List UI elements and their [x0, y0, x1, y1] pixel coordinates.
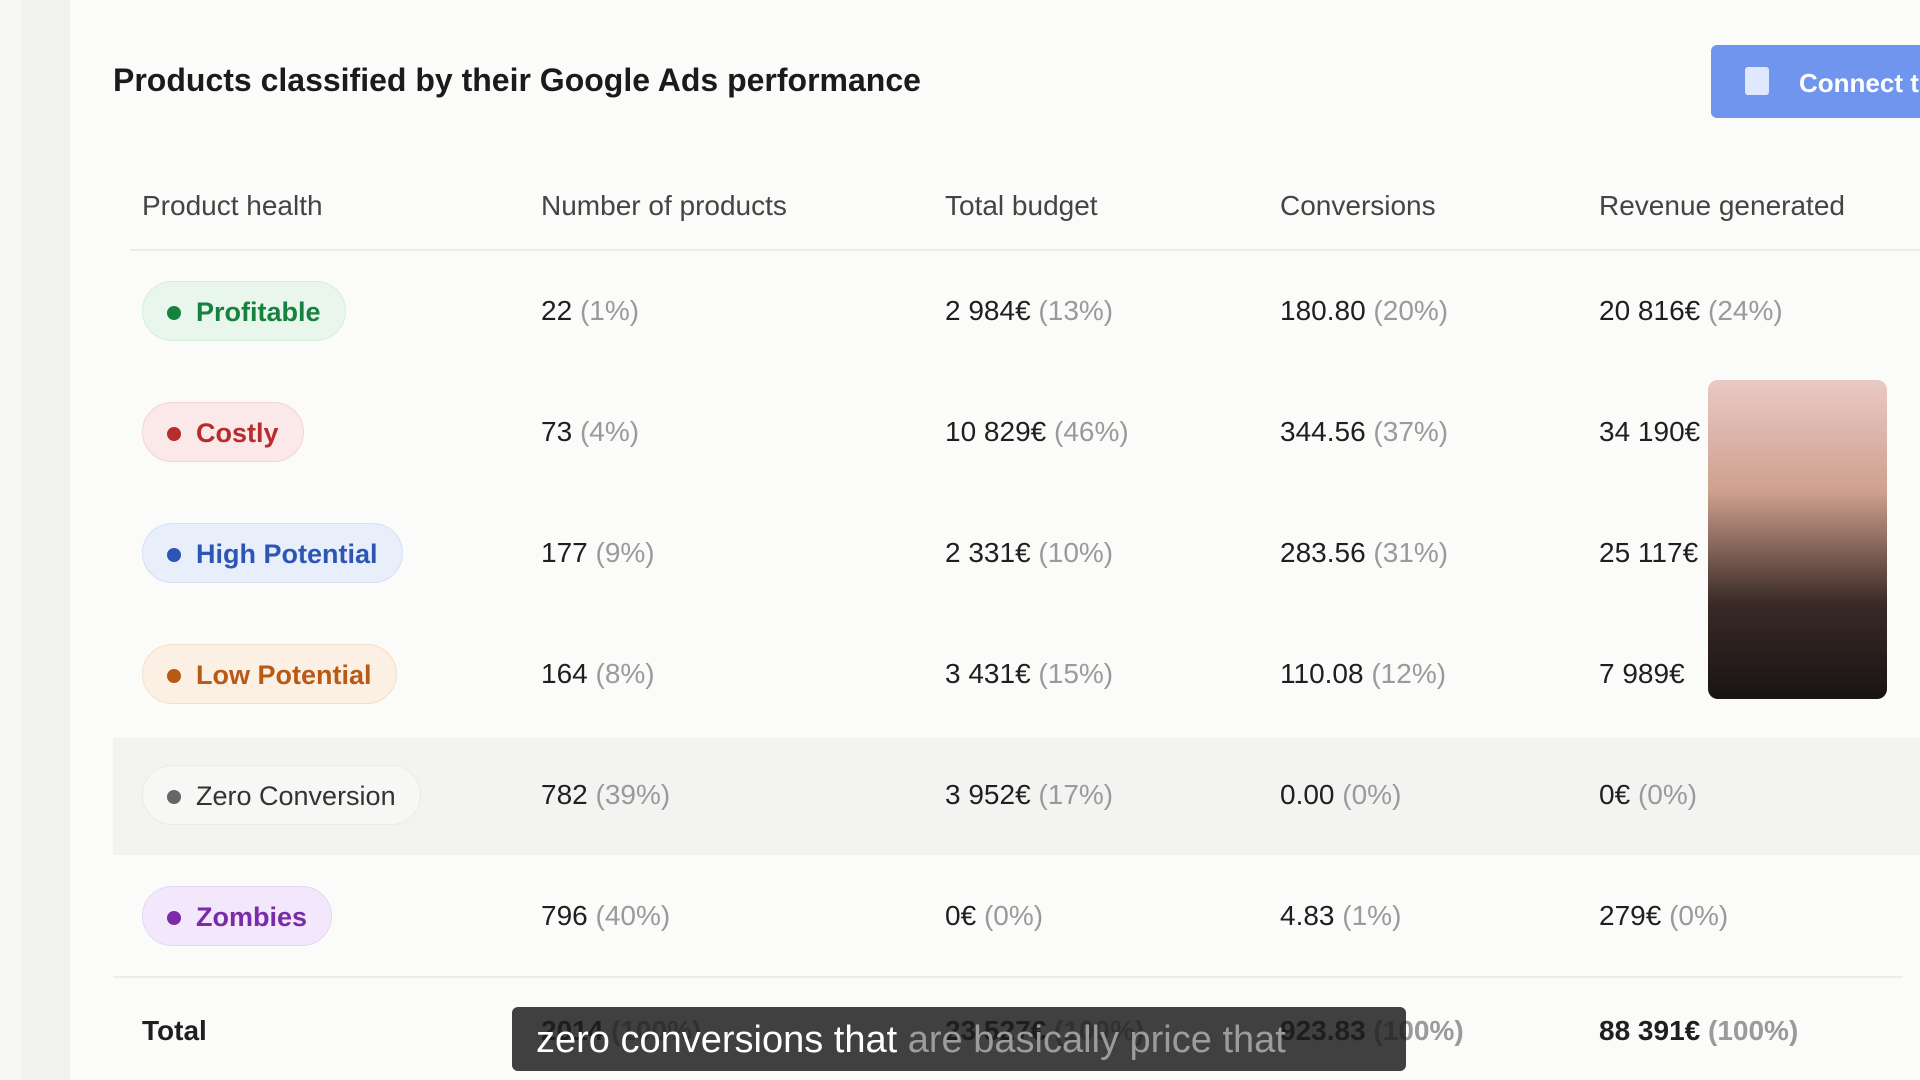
table-cell: 279€ (0%)	[1599, 900, 1728, 932]
cell-value: 25 117€	[1599, 537, 1699, 568]
cell-percent: (13%)	[1038, 295, 1114, 326]
cell-percent: (37%)	[1373, 416, 1449, 447]
cell-percent: (4%)	[579, 416, 640, 447]
cell-percent: (0%)	[1669, 900, 1729, 931]
cell-percent: (17%)	[1038, 779, 1114, 810]
table-cell: 110.08 (12%)	[1280, 658, 1446, 690]
cell-value: 7 989€	[1599, 658, 1685, 689]
table-cell: 3 431€ (15%)	[945, 658, 1113, 690]
cell-value: 3 952€	[945, 779, 1031, 810]
table-cell: 283.56 (31%)	[1280, 537, 1448, 569]
cell-value: 34 190€	[1599, 416, 1701, 447]
health-badge[interactable]: Profitable	[142, 281, 346, 341]
column-header: Conversions	[1280, 190, 1436, 221]
cell-percent: (1%)	[579, 295, 640, 326]
health-badge[interactable]: Low Potential	[142, 644, 397, 704]
cell-percent: (10%)	[1038, 537, 1114, 568]
table-cell: 25 117€	[1599, 537, 1698, 569]
cell-value: 4.83	[1280, 900, 1335, 931]
cell-value: 2 331€	[945, 537, 1031, 568]
cell-value: 73	[541, 416, 573, 447]
table-cell: 0€ (0%)	[1599, 779, 1697, 811]
health-badge[interactable]: Costly	[142, 402, 304, 462]
column-header: Revenue generated	[1599, 190, 1845, 221]
table-cell: 34 190€	[1599, 416, 1700, 448]
subtitle: zero conversions that are basically pric…	[512, 1007, 1406, 1071]
cell-value: 283.56	[1280, 537, 1366, 568]
button-label: Connect t	[1799, 68, 1919, 98]
table-cell: 2 331€ (10%)	[945, 537, 1113, 569]
column-header: Product health	[142, 190, 323, 221]
table-cell: 88 391€ (100%)	[1599, 1015, 1798, 1047]
cell-percent: (15%)	[1038, 658, 1114, 689]
total-divider	[113, 976, 1903, 978]
cell-percent: (8%)	[595, 658, 655, 689]
cell-value: 110.08	[1280, 658, 1364, 689]
table-cell: 10 829€ (46%)	[945, 416, 1129, 448]
table-cell: 3 952€ (17%)	[945, 779, 1113, 811]
cell-percent: (12%)	[1371, 658, 1447, 689]
table-cell: 22 (1%)	[541, 295, 639, 327]
cell-value: 10 829€	[945, 416, 1047, 447]
cell-percent: (0%)	[1637, 779, 1698, 810]
table-cell: 20 816€ (24%)	[1599, 295, 1783, 327]
cell-value: 0€	[945, 900, 977, 931]
subtitle-upcoming: are basically price that	[907, 1019, 1286, 1061]
cell-value: 20 816€	[1599, 295, 1701, 326]
cell-value: 279€	[1599, 900, 1662, 931]
table-cell: 782 (39%)	[541, 779, 670, 811]
cell-value: 177	[541, 537, 588, 568]
subtitle-spoken: zero conversions that	[536, 1019, 898, 1061]
cell-percent: (1%)	[1342, 900, 1402, 931]
table-cell: 4.83 (1%)	[1280, 900, 1401, 932]
table-cell: 344.56 (37%)	[1280, 416, 1448, 448]
cell-value: 796	[541, 900, 588, 931]
cell-value: 2 984€	[945, 295, 1031, 326]
cell-percent: (31%)	[1373, 537, 1449, 568]
cell-value: 344.56	[1280, 416, 1366, 447]
cell-value: 0.00	[1280, 779, 1335, 810]
button-icon	[1745, 67, 1769, 95]
cell-value: 164	[541, 658, 588, 689]
table-cell: 73 (4%)	[541, 416, 639, 448]
table-cell: 2 984€ (13%)	[945, 295, 1113, 327]
table-cell: 0.00 (0%)	[1280, 779, 1401, 811]
cell-value: 180.80	[1280, 295, 1366, 326]
table-cell: 7 989€	[1599, 658, 1685, 690]
cell-percent: (20%)	[1373, 295, 1449, 326]
header-divider	[130, 249, 1920, 251]
cell-percent: (24%)	[1708, 295, 1783, 326]
total-label: Total	[142, 1015, 207, 1046]
cell-value: 22	[541, 295, 573, 326]
table-cell: 177 (9%)	[541, 537, 655, 569]
table-cell: 796 (40%)	[541, 900, 670, 932]
sidebar-edge	[0, 0, 22, 1080]
cell-percent: (0%)	[1342, 779, 1402, 810]
cell-percent: (9%)	[595, 537, 655, 568]
page-title: Products classified by their Google Ads …	[113, 62, 921, 98]
cell-value: 782	[541, 779, 588, 810]
cell-percent: (46%)	[1054, 416, 1129, 447]
cell-value: 3 431€	[945, 658, 1031, 689]
table-cell: 180.80 (20%)	[1280, 295, 1448, 327]
cell-percent: (40%)	[595, 900, 671, 931]
column-header: Number of products	[541, 190, 787, 221]
connect-button[interactable]: Connect t	[1711, 45, 1920, 118]
table-cell: 0€ (0%)	[945, 900, 1043, 932]
column-header: Total budget	[945, 190, 1098, 221]
cell-percent: (100%)	[1708, 1015, 1799, 1046]
health-badge[interactable]: Zombies	[142, 886, 333, 946]
health-badge[interactable]: Zero Conversion	[142, 765, 421, 825]
table-cell: 164 (8%)	[541, 658, 655, 690]
health-badge[interactable]: High Potential	[142, 523, 403, 583]
webcam-overlay	[1708, 380, 1887, 699]
cell-value: 88 391€	[1599, 1015, 1701, 1046]
cell-percent: (0%)	[983, 900, 1044, 931]
cell-percent: (39%)	[595, 779, 671, 810]
cell-value: 0€	[1599, 779, 1631, 810]
